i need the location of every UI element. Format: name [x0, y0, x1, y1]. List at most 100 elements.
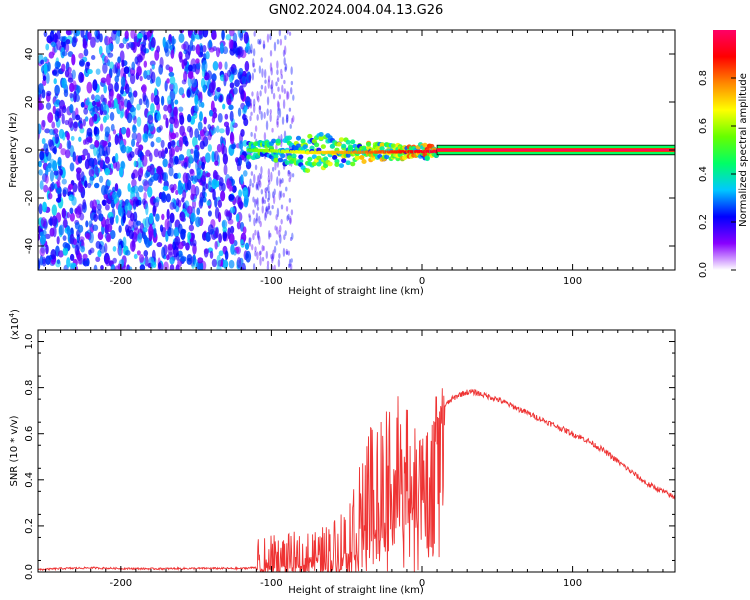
heatmap-cell [82, 118, 86, 127]
heatmap-cell [222, 103, 226, 110]
heatmap-cell [257, 231, 260, 241]
heatmap-cell [311, 154, 317, 160]
heatmap-cell [106, 145, 111, 156]
heatmap-cell [162, 114, 167, 120]
y-tick-label: 0.2 [24, 518, 35, 534]
heatmap-cell [120, 160, 125, 169]
heatmap-cell [228, 180, 232, 192]
heatmap-cell [153, 148, 159, 158]
heatmap-cell [142, 133, 148, 140]
heatmap-cell [273, 154, 279, 159]
y-tick-label: 0 [24, 147, 35, 153]
heatmap-cell [206, 200, 211, 206]
heatmap-y-axis-label: Frequency (Hz) [8, 112, 19, 188]
heatmap-cell [110, 89, 115, 97]
heatmap-cell [82, 253, 88, 260]
heatmap-cell [114, 152, 119, 163]
heatmap-cell [218, 233, 223, 244]
heatmap-cell [225, 210, 231, 217]
heatmap-cell [58, 224, 65, 236]
heatmap-cell [132, 90, 138, 98]
heatmap-cell [194, 94, 199, 106]
heatmap-cell [57, 156, 62, 166]
heatmap-cell [180, 160, 185, 167]
heatmap-cell [290, 258, 293, 263]
heatmap-cell [196, 167, 201, 176]
heatmap-cell [261, 244, 264, 252]
heatmap-cell [51, 215, 58, 227]
heatmap-cell [104, 167, 111, 176]
heatmap-cell [256, 229, 260, 239]
heatmap-cell [80, 30, 85, 38]
heatmap-cell [71, 69, 76, 80]
heatmap-cell [64, 119, 70, 126]
heatmap-cell [136, 250, 141, 256]
heatmap-cell [69, 233, 75, 245]
heatmap-cell [341, 158, 347, 164]
heatmap-cell [86, 81, 93, 94]
heatmap-cell [212, 61, 219, 71]
heatmap-cell [198, 160, 203, 166]
heatmap-cell [318, 131, 324, 137]
heatmap-cell [258, 250, 262, 257]
heatmap-cell [136, 116, 142, 128]
heatmap-cell [283, 57, 286, 66]
heatmap-cell [258, 215, 261, 224]
heatmap-cell [101, 140, 107, 148]
heatmap-cell [104, 184, 109, 195]
heatmap-cell [115, 33, 121, 45]
heatmap-cell [194, 258, 198, 268]
heatmap-cell [92, 199, 98, 211]
heatmap-cell [178, 106, 184, 112]
heatmap-cell [67, 66, 72, 74]
y-tick-label: 20 [24, 96, 35, 109]
heatmap-cell [108, 43, 114, 51]
heatmap-cell [258, 40, 261, 45]
heatmap-cell [113, 98, 118, 109]
heatmap-cell [178, 136, 184, 148]
heatmap-cell [153, 95, 160, 106]
heatmap-cell [216, 143, 222, 153]
heatmap-cell [39, 254, 44, 266]
heatmap-cell [264, 85, 267, 94]
heatmap-cell [287, 169, 290, 177]
heatmap-cell [200, 102, 205, 108]
heatmap-cell [179, 114, 185, 125]
heatmap-cell [336, 141, 342, 147]
heatmap-cell [271, 191, 275, 199]
heatmap-cell [218, 128, 225, 134]
heatmap-cell [220, 136, 224, 146]
heatmap-cell [222, 226, 228, 233]
heatmap-cell [243, 31, 249, 44]
heatmap-cell [313, 142, 320, 148]
heatmap-cell [84, 180, 88, 189]
heatmap-cell [38, 259, 41, 270]
heatmap-cell [285, 248, 288, 255]
heatmap-cell [180, 228, 186, 241]
heatmap-cell [338, 137, 345, 143]
heatmap-cell [114, 134, 119, 146]
heatmap-cell [286, 135, 293, 141]
heatmap-cell [87, 182, 92, 189]
heatmap-cell [78, 71, 84, 84]
heatmap-cell [77, 155, 83, 164]
heatmap-cell [164, 80, 168, 92]
heatmap-cell [241, 114, 248, 120]
heatmap-cell [85, 233, 91, 240]
heatmap-cell [189, 175, 194, 182]
heatmap-cell [182, 189, 187, 200]
heatmap-cell [134, 32, 138, 44]
heatmap-cell [279, 38, 283, 46]
heatmap-cell [137, 54, 143, 63]
heatmap-cell [257, 182, 260, 191]
heatmap-cell [151, 63, 155, 70]
heatmap-cell [288, 197, 292, 203]
heatmap-cell [277, 107, 280, 116]
y-tick-label: 0.8 [24, 380, 35, 396]
heatmap-cell [96, 203, 102, 211]
heatmap-cell [73, 90, 77, 103]
heatmap-cell [229, 66, 235, 75]
heatmap-cell [129, 151, 135, 159]
